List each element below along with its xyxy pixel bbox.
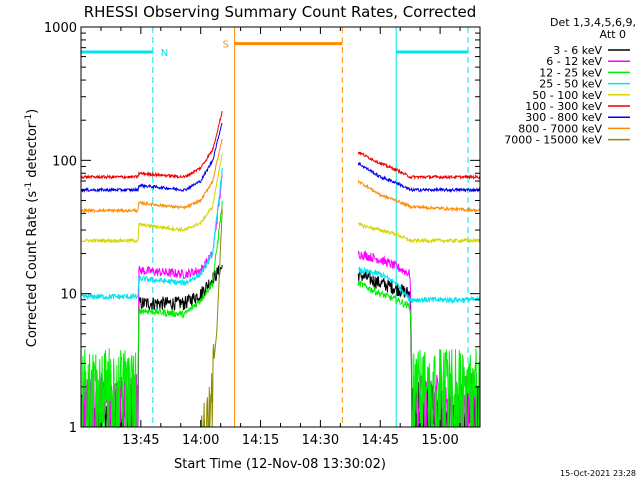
x-tick-label: 15:00 [421, 433, 458, 448]
series-group [80, 110, 481, 429]
y-tick-label: 1000 [44, 21, 77, 36]
series-line [80, 122, 223, 194]
legend-header-attenuator: Att 0 [600, 28, 626, 41]
x-tick-label: 13:45 [122, 433, 159, 448]
legend-label: 50 - 100 keV [532, 89, 602, 102]
series-line [80, 167, 223, 301]
series-line [200, 209, 223, 428]
series-line [357, 179, 481, 213]
x-tick-label: 14:00 [182, 433, 219, 448]
legend-label: 300 - 800 keV [525, 111, 602, 124]
series-line [80, 153, 223, 244]
series-line [357, 151, 481, 181]
legend-label: 7000 - 15000 keV [504, 134, 602, 147]
night-label: N [161, 48, 168, 59]
x-axis-label: Start Time (12-Nov-08 13:30:02) [174, 457, 386, 472]
y-tick-label: 10 [60, 288, 77, 303]
series-line [80, 138, 223, 214]
legend-label: 6 - 12 keV [546, 55, 602, 68]
y-tick-label: 100 [52, 154, 77, 169]
x-tick-label: 14:15 [242, 433, 279, 448]
legend-label: 25 - 50 keV [539, 78, 602, 91]
series-line [80, 110, 223, 180]
y-axis: 1 10 100 1000 [44, 21, 480, 436]
saa-label: S [223, 40, 229, 51]
y-tick-label: 1 [69, 421, 77, 436]
legend-label: 800 - 7000 keV [518, 122, 602, 135]
series-line [357, 280, 481, 428]
series-line [357, 221, 481, 245]
legend-label: 100 - 300 keV [525, 100, 602, 113]
y-axis-label: Corrected Count Rate (s-1 detector-1) [24, 109, 40, 347]
series-line [357, 266, 481, 305]
series-line [357, 161, 481, 194]
legend-header-detectors: Det 1,3,4,5,6,9, [550, 16, 636, 29]
legend-label: 12 - 25 keV [539, 66, 602, 79]
timestamp: 15-Oct-2021 23:28 [560, 469, 636, 478]
chart-title: RHESSI Observing Summary Count Rates, Co… [84, 3, 477, 21]
series-line [80, 200, 223, 428]
x-tick-label: 14:45 [362, 433, 399, 448]
x-tick-label: 14:30 [302, 433, 339, 448]
legend-label: 3 - 6 keV [553, 44, 602, 57]
